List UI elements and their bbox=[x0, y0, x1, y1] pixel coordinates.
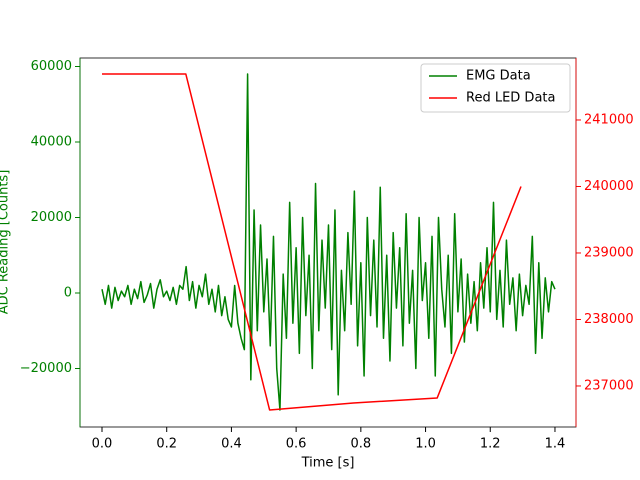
y-tick-label: 60000 bbox=[31, 59, 72, 74]
y2-tick-label: 239000 bbox=[584, 245, 634, 260]
legend-label: EMG Data bbox=[466, 69, 531, 84]
x-tick-label: 1.4 bbox=[545, 437, 566, 452]
y-tick-label: 0 bbox=[64, 285, 72, 300]
legend-label: Red LED Data bbox=[466, 91, 555, 106]
y-tick-label: 20000 bbox=[31, 210, 72, 225]
x-tick-label: 1.0 bbox=[415, 437, 436, 452]
y2-tick-label: 237000 bbox=[584, 378, 634, 393]
x-tick-label: 1.2 bbox=[480, 437, 501, 452]
y2-tick-label: 241000 bbox=[584, 112, 634, 127]
data-line bbox=[101, 73, 556, 411]
y-tick-label: 40000 bbox=[31, 134, 72, 149]
data-line bbox=[102, 73, 522, 411]
x-axis-label: Time [s] bbox=[301, 456, 355, 471]
x-tick-label: 0.4 bbox=[221, 437, 242, 452]
y-tick-label: −20000 bbox=[20, 361, 72, 376]
y2-tick-label: 238000 bbox=[584, 312, 634, 327]
y2-tick-label: 240000 bbox=[584, 179, 634, 194]
legend-box bbox=[420, 63, 571, 113]
x-tick-label: 0.0 bbox=[92, 437, 113, 452]
y-axis-label: ADC Reading [Counts] bbox=[0, 170, 12, 315]
x-tick-label: 0.6 bbox=[286, 437, 307, 452]
x-tick-label: 0.8 bbox=[350, 437, 371, 452]
x-tick-label: 0.2 bbox=[156, 437, 177, 452]
